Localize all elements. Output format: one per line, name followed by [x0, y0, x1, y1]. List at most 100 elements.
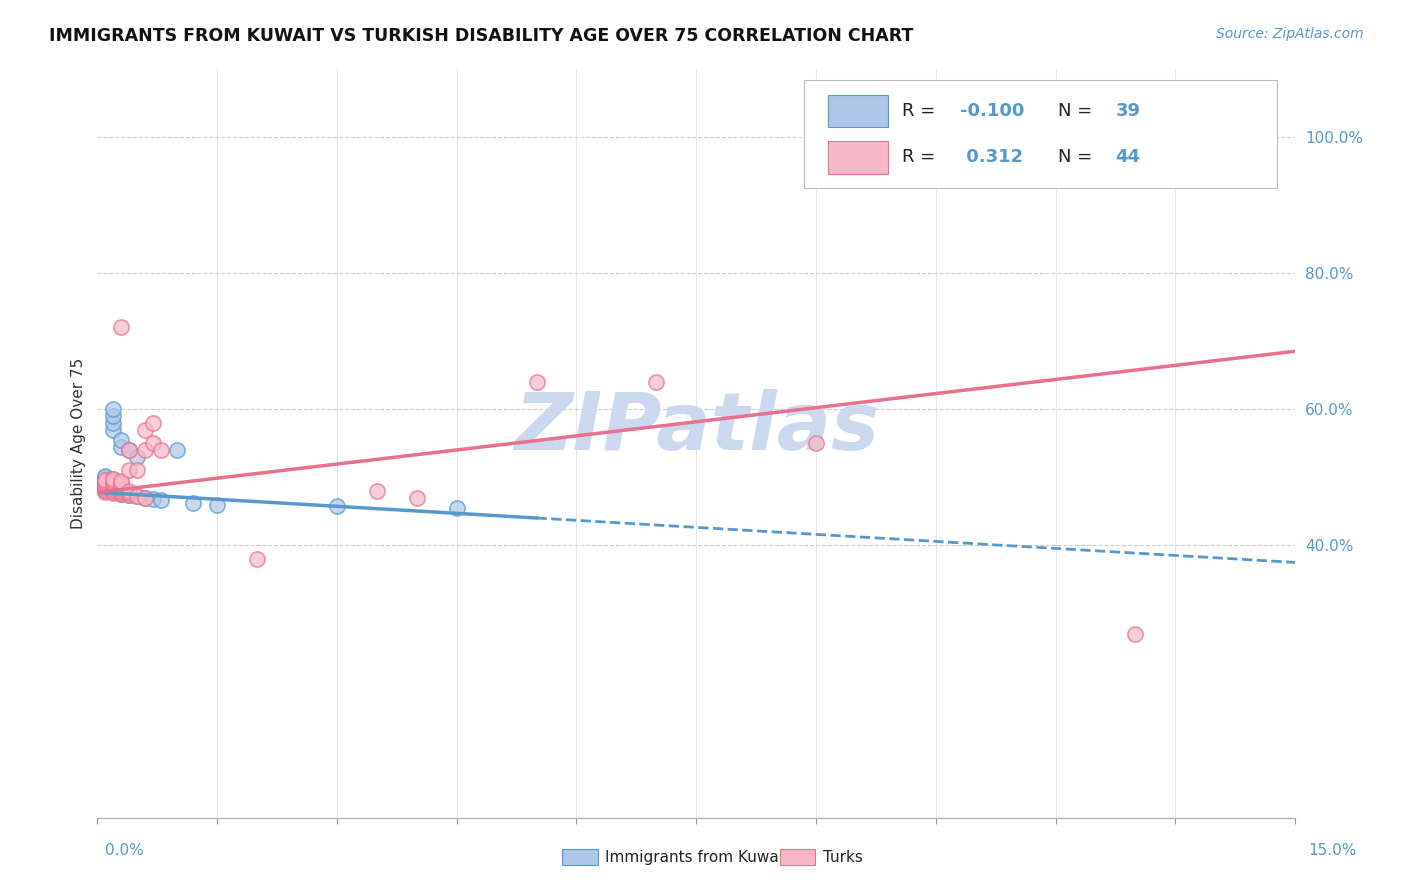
Point [103, 423, 125, 437]
Point [110, 484, 132, 499]
Point [103, 472, 125, 486]
Text: Turks: Turks [823, 850, 862, 864]
Text: N =: N = [1057, 148, 1098, 167]
Point [526, 375, 548, 389]
Point [110, 475, 132, 489]
Text: 0.0%: 0.0% [105, 843, 145, 858]
Point [103, 480, 125, 494]
Point [804, 436, 827, 450]
Point [645, 375, 668, 389]
Point [181, 496, 204, 510]
Point [110, 478, 132, 492]
Point [103, 475, 125, 490]
Point [110, 481, 132, 495]
Point [110, 476, 132, 491]
Point [94, 483, 117, 498]
Point [94, 479, 117, 493]
Point [118, 486, 141, 500]
Point [94, 481, 117, 495]
FancyBboxPatch shape [804, 79, 1277, 188]
Point [127, 463, 149, 477]
Text: 39: 39 [1115, 102, 1140, 120]
Point [150, 443, 173, 458]
Point [446, 500, 468, 515]
Point [118, 488, 141, 502]
Text: N =: N = [1057, 102, 1098, 120]
Point [103, 472, 125, 486]
Point [94, 472, 117, 486]
Point [118, 483, 141, 498]
Point [118, 443, 141, 458]
Point [134, 491, 156, 505]
Point [127, 489, 149, 503]
Point [94, 475, 117, 490]
Point [405, 491, 427, 505]
Point [246, 552, 269, 566]
Y-axis label: Disability Age Over 75: Disability Age Over 75 [72, 358, 86, 529]
Text: -0.100: -0.100 [960, 102, 1024, 120]
Point [103, 475, 125, 490]
Point [142, 492, 165, 507]
Point [142, 436, 165, 450]
Point [110, 484, 132, 499]
FancyBboxPatch shape [828, 141, 889, 174]
Text: 44: 44 [1115, 148, 1140, 167]
Point [94, 469, 117, 483]
Point [110, 486, 132, 500]
Text: ZIPatlas: ZIPatlas [513, 389, 879, 467]
Point [94, 481, 117, 495]
Point [94, 477, 117, 491]
Point [110, 440, 132, 454]
Point [127, 450, 149, 464]
Text: 0.312: 0.312 [960, 148, 1024, 167]
Point [94, 475, 117, 489]
Point [103, 482, 125, 496]
Point [110, 486, 132, 500]
Point [1125, 627, 1147, 641]
Point [103, 482, 125, 496]
Point [118, 488, 141, 502]
Point [103, 483, 125, 498]
Point [150, 493, 173, 508]
Point [103, 477, 125, 491]
Point [94, 483, 117, 498]
Point [94, 473, 117, 487]
Point [134, 443, 156, 458]
Point [134, 491, 156, 505]
Point [166, 443, 188, 458]
Point [94, 485, 117, 500]
Point [94, 474, 117, 488]
Point [103, 477, 125, 491]
Point [103, 409, 125, 423]
Point [94, 470, 117, 484]
Point [804, 157, 827, 171]
FancyBboxPatch shape [828, 95, 889, 127]
Point [103, 485, 125, 500]
Point [103, 474, 125, 488]
Text: R =: R = [903, 102, 941, 120]
Text: R =: R = [903, 148, 941, 167]
Point [142, 416, 165, 430]
Point [110, 320, 132, 334]
Text: IMMIGRANTS FROM KUWAIT VS TURKISH DISABILITY AGE OVER 75 CORRELATION CHART: IMMIGRANTS FROM KUWAIT VS TURKISH DISABI… [49, 27, 914, 45]
Point [205, 498, 228, 512]
Point [110, 483, 132, 497]
Point [103, 474, 125, 488]
Point [110, 433, 132, 447]
Point [94, 477, 117, 491]
Point [118, 443, 141, 458]
Point [94, 483, 117, 497]
Point [134, 423, 156, 437]
Point [94, 478, 117, 492]
Text: Source: ZipAtlas.com: Source: ZipAtlas.com [1216, 27, 1364, 41]
Text: 15.0%: 15.0% [1309, 843, 1357, 858]
Point [118, 463, 141, 477]
Point [103, 402, 125, 417]
Point [326, 499, 349, 513]
Point [103, 480, 125, 494]
Point [127, 489, 149, 503]
Text: Immigrants from Kuwait: Immigrants from Kuwait [605, 850, 789, 864]
Point [366, 483, 388, 498]
Point [103, 416, 125, 430]
Point [110, 483, 132, 497]
